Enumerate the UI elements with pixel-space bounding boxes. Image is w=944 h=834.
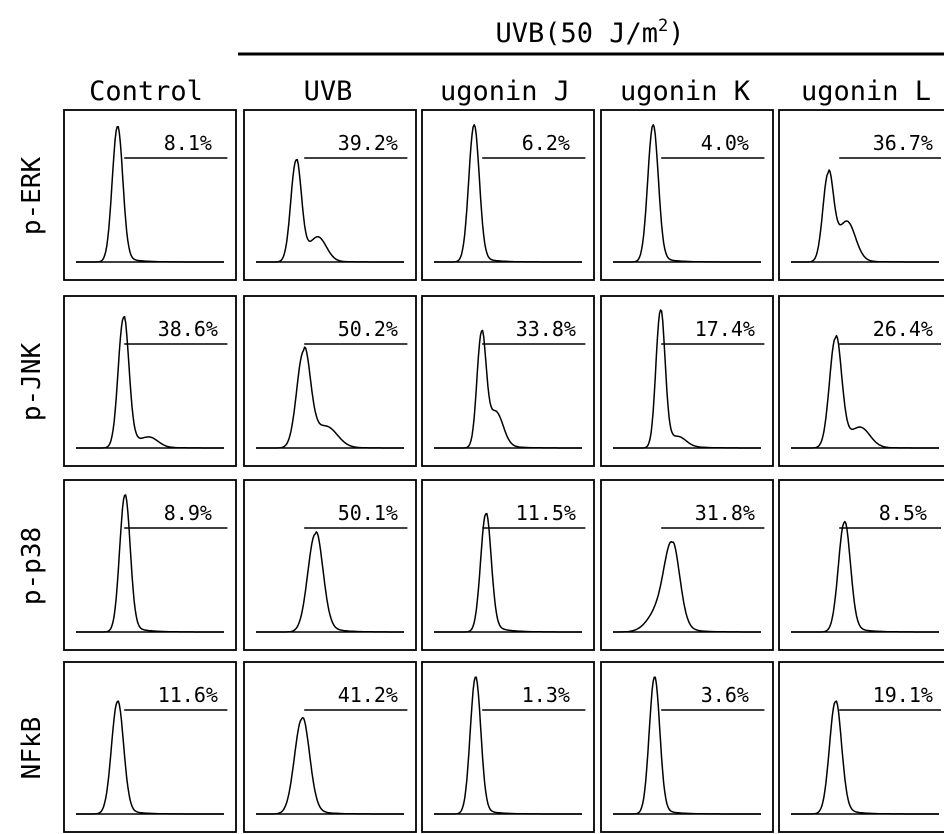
- row-label: p-JNK: [17, 343, 47, 422]
- gate-percentage: 8.5%: [879, 501, 927, 525]
- histogram-curve: [791, 700, 939, 815]
- gate-percentage: 6.2%: [522, 131, 570, 155]
- histogram-curve: [256, 531, 404, 633]
- histogram-curve: [613, 676, 761, 815]
- gate-percentage: 41.2%: [338, 683, 398, 707]
- histogram-curve: [791, 169, 939, 263]
- histogram-panel: 50.2%: [243, 295, 417, 467]
- gate-percentage: 39.2%: [338, 131, 398, 155]
- panel-frame: [243, 661, 417, 833]
- treatment-label: UVB(50 J/m2): [495, 16, 684, 49]
- panel-frame: [778, 295, 944, 467]
- histogram-panel: 17.4%: [600, 295, 774, 467]
- column-label: Control: [89, 76, 203, 107]
- histogram-panel: 50.1%: [243, 479, 417, 651]
- histogram-curve: [76, 494, 224, 633]
- histogram-panel: 8.9%: [63, 479, 237, 651]
- panel-frame: [778, 661, 944, 833]
- gate-percentage: 38.6%: [158, 317, 218, 341]
- gate-percentage: 31.8%: [695, 501, 755, 525]
- panel-frame: [421, 109, 595, 281]
- histogram-curve: [613, 540, 761, 633]
- histogram-panels: 8.1% 39.2% 6.2% 4.0% 36.7% 38.6% 50.2% 33.8% 17.…: [63, 109, 944, 833]
- histogram-panel: 11.5%: [421, 479, 595, 651]
- histogram-curve: [613, 309, 761, 449]
- panel-frame: [421, 295, 595, 467]
- histogram-curve: [434, 512, 582, 633]
- panel-frame: [600, 109, 774, 281]
- panel-frame: [421, 661, 595, 833]
- histogram-panel: 8.5%: [778, 479, 944, 651]
- row-labels: p-ERK p-JNK p-p38 NFkB: [17, 157, 47, 780]
- panel-frame: [600, 295, 774, 467]
- gate-percentage: 50.1%: [338, 501, 398, 525]
- histogram-curve: [613, 124, 761, 263]
- gate-percentage: 8.9%: [164, 501, 212, 525]
- gate-percentage: 11.6%: [158, 683, 218, 707]
- histogram-panel: 4.0%: [600, 109, 774, 281]
- gate-percentage: 8.1%: [164, 131, 212, 155]
- panel-frame: [600, 479, 774, 651]
- treatment-header: UVB(50 J/m2): [238, 16, 944, 56]
- panel-frame: [243, 109, 417, 281]
- histogram-panel: 6.2%: [421, 109, 595, 281]
- panel-frame: [243, 295, 417, 467]
- gate-percentage: 3.6%: [701, 683, 749, 707]
- panel-frame: [778, 109, 944, 281]
- panel-frame: [600, 661, 774, 833]
- gate-percentage: 1.3%: [522, 683, 570, 707]
- histogram-panel: 36.7%: [778, 109, 944, 281]
- histogram-curve: [76, 700, 224, 815]
- panel-frame: [421, 479, 595, 651]
- gate-percentage: 11.5%: [516, 501, 576, 525]
- panel-frame: [778, 479, 944, 651]
- histogram-curve: [256, 716, 404, 815]
- gate-percentage: 33.8%: [516, 317, 576, 341]
- histogram-curve: [76, 315, 224, 449]
- panel-frame: [243, 479, 417, 651]
- column-label: ugonin J: [440, 76, 570, 107]
- gate-percentage: 4.0%: [701, 131, 749, 155]
- gate-percentage: 26.4%: [873, 317, 933, 341]
- histogram-curve: [76, 126, 224, 263]
- column-labels: Control UVB ugonin J ugonin K ugonin L: [89, 76, 931, 107]
- histogram-curve: [434, 676, 582, 815]
- histogram-panel: 3.6%: [600, 661, 774, 833]
- gate-percentage: 36.7%: [873, 131, 933, 155]
- histogram-panel: 26.4%: [778, 295, 944, 467]
- histogram-curve: [791, 520, 939, 633]
- column-label: ugonin K: [620, 76, 751, 107]
- panel-frame: [63, 109, 237, 281]
- column-label: ugonin L: [801, 76, 931, 107]
- histogram-curve: [256, 158, 404, 263]
- histogram-panel: 41.2%: [243, 661, 417, 833]
- panel-frame: [63, 479, 237, 651]
- histogram-panel: 1.3%: [421, 661, 595, 833]
- panel-frame: [63, 295, 237, 467]
- gate-percentage: 19.1%: [873, 683, 933, 707]
- histogram-curve: [791, 334, 939, 449]
- panel-frame: [63, 661, 237, 833]
- row-label: NFkB: [17, 717, 47, 780]
- histogram-panel: 8.1%: [63, 109, 237, 281]
- histogram-panel: 38.6%: [63, 295, 237, 467]
- histogram-panel: 31.8%: [600, 479, 774, 651]
- histogram-panel: 19.1%: [778, 661, 944, 833]
- row-label: p-ERK: [17, 157, 47, 236]
- row-label: p-p38: [17, 527, 47, 605]
- histogram-curve: [256, 346, 404, 449]
- gate-percentage: 17.4%: [695, 317, 755, 341]
- histogram-panel: 33.8%: [421, 295, 595, 467]
- histogram-curve: [434, 124, 582, 263]
- gate-percentage: 50.2%: [338, 317, 398, 341]
- histogram-panel: 39.2%: [243, 109, 417, 281]
- histogram-curve: [434, 329, 582, 449]
- histogram-panel: 11.6%: [63, 661, 237, 833]
- column-label: UVB: [304, 76, 353, 107]
